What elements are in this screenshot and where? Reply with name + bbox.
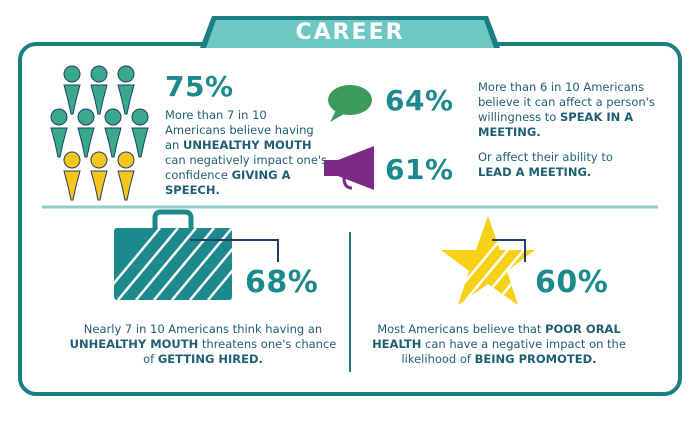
person-icon [90, 65, 108, 115]
person-icon [117, 65, 135, 115]
text-bold: POOR ORAL HEALTH [372, 322, 621, 351]
title: CAREER [295, 20, 405, 45]
text: More than 7 in 10 Americans believe havi… [165, 108, 314, 152]
text: Nearly 7 in 10 Americans think having an [83, 322, 323, 336]
speech-bubble-tail [330, 110, 346, 122]
stat-value: 64% [385, 84, 454, 117]
person-icon [63, 151, 81, 201]
text: Most Americans believe that [377, 322, 546, 336]
stat-value: 68% [245, 265, 319, 300]
text: More than 6 in 10 Americans believe it c… [478, 80, 655, 124]
connector [492, 239, 526, 262]
text: Or affect their ability to [478, 150, 613, 164]
person-icon [131, 108, 149, 158]
text-bold: GETTING HIRED. [157, 352, 263, 366]
text-bold: LEAD A MEETING. [478, 165, 592, 179]
person-icon [117, 151, 135, 201]
stat-value: 75% [165, 70, 234, 103]
stat-text: More than 6 in 10 Americans believe it c… [478, 80, 668, 140]
text-bold: GIVING A SPEECH. [165, 168, 291, 197]
stat-text: Or affect their ability to LEAD A MEETIN… [478, 150, 638, 180]
briefcase-icon [114, 209, 232, 300]
text: threatens one's chance of [143, 337, 337, 366]
megaphone-icon [324, 146, 374, 190]
person-icon [104, 108, 122, 158]
stat-value: 61% [385, 153, 454, 186]
stat-text: Most Americans believe that POOR ORAL HE… [368, 322, 630, 367]
stat-text: Nearly 7 in 10 Americans think having an… [68, 322, 338, 367]
text-bold: UNHEALTHY MOUTH [183, 138, 312, 152]
speech-bubble-icon [328, 85, 372, 115]
stat-value: 60% [535, 265, 609, 300]
person-icon [63, 65, 81, 115]
person-icon [50, 108, 68, 158]
tab [206, 20, 494, 48]
person-icon [77, 108, 95, 158]
text: can have a negative impact on the likeli… [401, 337, 626, 366]
stat-text: More than 7 in 10 Americans believe havi… [165, 108, 330, 198]
text: can negatively impact one's confidence [165, 153, 328, 182]
connector [190, 239, 279, 262]
text-bold: SPEAK IN A MEETING. [478, 110, 634, 139]
people-icons [50, 65, 149, 201]
text-bold: UNHEALTHY MOUTH [69, 337, 199, 351]
person-icon [90, 151, 108, 201]
text-bold: BEING PROMOTED. [474, 352, 597, 366]
